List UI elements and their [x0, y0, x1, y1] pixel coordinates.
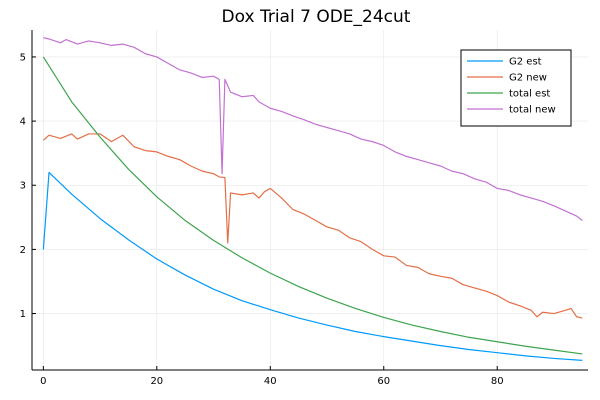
legend-label: total new: [509, 105, 556, 116]
x-tick-label: 80: [491, 376, 504, 387]
legend-label: G2 est: [509, 57, 542, 68]
x-ticks: 0 20 40 60 80: [40, 366, 504, 387]
legend-box: [460, 49, 572, 127]
x-tick-label: 0: [40, 376, 46, 387]
chart-title: Dox Trial 7 ODE_24cut: [222, 7, 411, 27]
legend: G2 est G2 new total est total new: [460, 49, 572, 127]
series-line-total-est: [42, 56, 583, 355]
legend-label: G2 new: [509, 73, 547, 84]
legend-label: total est: [509, 89, 550, 100]
y-ticks: 1 2 3 4 5: [20, 52, 36, 320]
y-tick-label: 2: [20, 245, 26, 256]
y-tick-label: 4: [20, 117, 26, 128]
y-tick-label: 5: [20, 52, 26, 63]
x-tick-label: 20: [150, 376, 163, 387]
series-line-G2-new: [42, 133, 583, 319]
x-tick-label: 40: [264, 376, 277, 387]
y-tick-label: 1: [20, 309, 26, 320]
series-line-G2-est: [42, 171, 583, 361]
series-line-total-new: [43, 37, 583, 222]
x-tick-label: 60: [377, 376, 390, 387]
y-tick-label: 3: [20, 181, 26, 192]
series-lines: [42, 37, 583, 361]
